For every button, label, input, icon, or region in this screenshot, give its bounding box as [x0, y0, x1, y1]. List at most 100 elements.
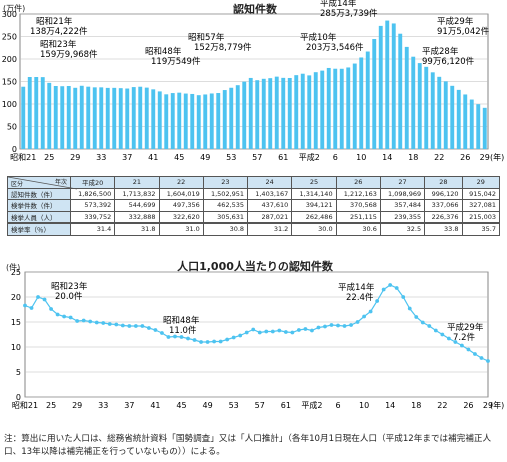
- bar-x-tick-label: 45: [174, 153, 184, 162]
- line-point: [94, 320, 99, 325]
- line-point: [212, 339, 217, 344]
- table-col-header: 25: [291, 176, 337, 189]
- bar-x-tick-label: 6: [333, 153, 338, 162]
- bar-mark: [346, 67, 351, 149]
- line-point: [349, 323, 353, 327]
- line-chart-y-unit: (件): [6, 263, 21, 272]
- bar-mark: [229, 87, 234, 149]
- line-y-tick-label: 0: [16, 393, 21, 402]
- line-x-unit: (年): [490, 400, 504, 410]
- table-row: 認知件数（件） 1,826,500 1,713,832 1,604,019 1,502,…: [7, 187, 501, 200]
- line-point: [277, 328, 282, 333]
- bar-annotation: 平成10年 203万3,546件: [300, 32, 364, 53]
- bar-mark: [391, 23, 396, 150]
- table-cell: 33.8: [424, 222, 463, 236]
- bar-x-tick-label: 61: [278, 153, 288, 162]
- line-point: [218, 339, 223, 344]
- table-cell: 1,098,969: [379, 187, 426, 200]
- line-point: [460, 343, 464, 348]
- table-cell: 1,314,140: [291, 187, 337, 200]
- line-point: [486, 359, 490, 363]
- bar-mark: [482, 107, 487, 149]
- table-cell: 915,042: [461, 187, 501, 200]
- line-x-tick-label: 昭和21: [12, 401, 38, 410]
- bar-mark: [177, 92, 182, 149]
- bar-annotation: 昭和21年 138万4,222件: [30, 16, 88, 37]
- bar-y-tick-label: 50: [7, 123, 17, 132]
- line-point: [29, 306, 34, 310]
- line-point: [23, 303, 27, 308]
- bar-mark: [118, 88, 123, 149]
- bar-annotation: 平成14年 285万3,739件: [320, 0, 378, 19]
- line-point: [36, 295, 40, 299]
- bar-chart-y-unit: (万件): [3, 4, 26, 13]
- bar-mark: [66, 86, 71, 149]
- table-col-header: 平成20: [69, 176, 116, 189]
- bar-x-unit: (年): [490, 152, 504, 162]
- statistics-table: 年次 区分 平成20 21 22 23 24 25 26 27 28 29 認知…: [7, 176, 501, 236]
- bar-mark: [417, 63, 422, 149]
- bar-annotation: 昭和23年 159万9,968件: [40, 39, 98, 60]
- bar-mark: [300, 73, 305, 149]
- table-row-label: 検挙人員（人）: [7, 210, 71, 224]
- line-point: [225, 337, 230, 342]
- line-point: [75, 319, 80, 323]
- line-plot-frame: [24, 271, 489, 398]
- bar-mark: [430, 72, 435, 149]
- line-point: [296, 328, 301, 332]
- line-x-tick-label: 26: [463, 401, 473, 410]
- line-point: [433, 328, 438, 333]
- bar-mark: [203, 94, 208, 149]
- line-point: [251, 327, 256, 332]
- bar-x-tick-label: 26: [460, 153, 470, 162]
- bar-x-tick-label: 41: [148, 153, 158, 162]
- bar-mark: [242, 81, 247, 149]
- bar-mark: [131, 87, 136, 149]
- line-point: [199, 340, 203, 344]
- table-col-header: 27: [379, 176, 426, 189]
- table-cell: 1,403,167: [247, 187, 293, 200]
- line-x-tick-label: 29: [72, 401, 82, 410]
- bar-mark: [456, 89, 461, 149]
- bar-mark: [92, 87, 97, 149]
- bar-mark: [463, 94, 468, 149]
- line-annotation: 昭和48年 11.0件: [163, 315, 200, 336]
- line-point: [407, 306, 412, 311]
- bar-x-tick-label: 25: [44, 153, 54, 162]
- bar-mark: [294, 75, 299, 149]
- line-point: [101, 321, 106, 325]
- table-col-header: 28: [424, 176, 463, 189]
- line-x-tick-label: 33: [98, 401, 108, 410]
- line-point: [336, 323, 340, 328]
- bar-mark: [157, 91, 162, 149]
- bar-mark: [21, 86, 26, 149]
- table-corner-cell: 年次 区分: [7, 176, 78, 190]
- line-point: [446, 336, 451, 341]
- line-point: [290, 330, 295, 335]
- line-point: [381, 287, 386, 292]
- bar-x-tick-label: 29: [480, 153, 490, 162]
- bar-y-tick-label: 200: [2, 55, 17, 64]
- bar-mark: [255, 80, 260, 149]
- bar-mark: [99, 87, 104, 149]
- table-cell: 31.2: [247, 222, 293, 236]
- line-point: [375, 299, 380, 303]
- footnote: 注：算出に用いた人口は、総務省統計資料「国勢調査」又は「人口推計」（各年10月1…: [4, 434, 492, 457]
- bar-mark: [287, 77, 292, 149]
- line-x-tick-label: 25: [46, 401, 56, 410]
- line-y-tick-label: 25: [11, 268, 21, 277]
- bar-mark: [281, 77, 286, 149]
- line-point: [153, 328, 158, 332]
- bar-mark: [112, 87, 117, 149]
- bar-mark: [437, 76, 442, 149]
- bar-mark: [209, 93, 214, 149]
- bar-mark: [372, 39, 377, 149]
- line-point: [453, 340, 458, 344]
- line-point: [107, 322, 112, 326]
- line-point: [427, 324, 432, 328]
- bar-mark: [469, 99, 474, 149]
- line-x-tick-label: 61: [281, 401, 291, 410]
- bar-chart: 0 50 100 150 200 250 300 昭和21 25 29 33 37 41 45 49 53 57…: [2, 0, 505, 162]
- line-point: [42, 297, 47, 302]
- line-x-tick-label: 45: [176, 401, 186, 410]
